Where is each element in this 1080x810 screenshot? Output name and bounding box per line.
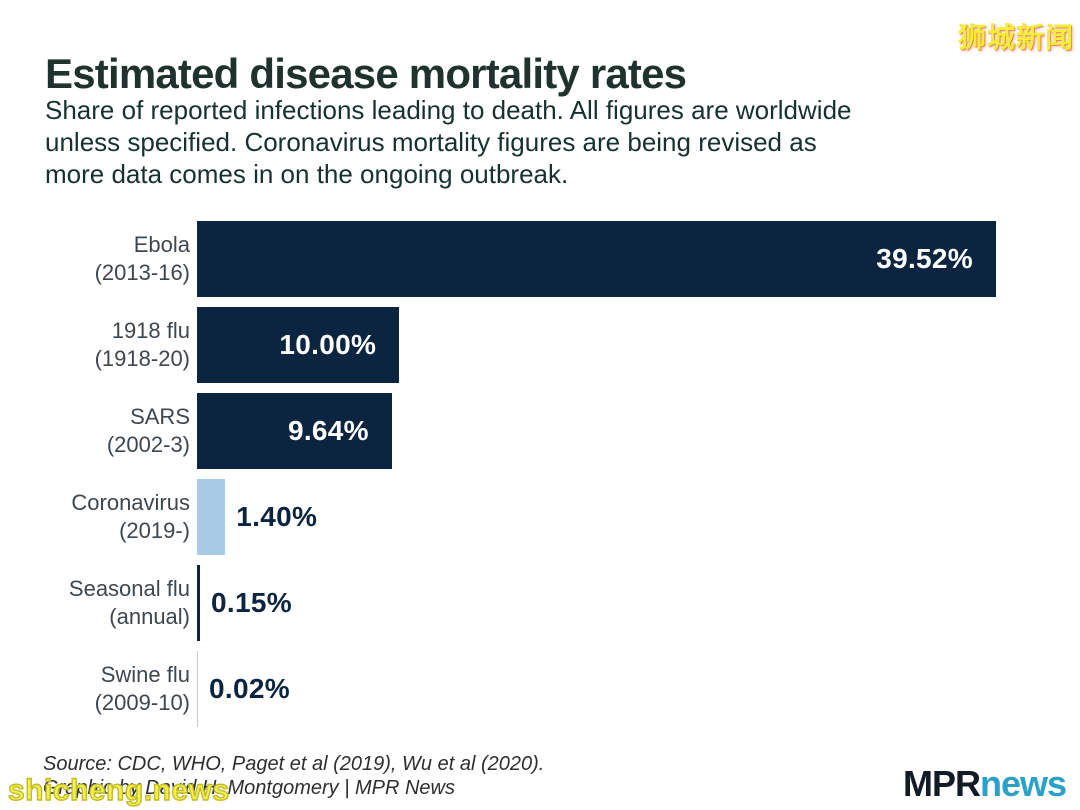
category-label: 1918 flu (1918-20) xyxy=(0,317,190,373)
bar: 9.64% xyxy=(197,393,392,469)
source-note: Source: CDC, WHO, Paget et al (2019), Wu… xyxy=(43,752,544,800)
category-period: (annual) xyxy=(109,604,190,629)
category-name: Coronavirus xyxy=(71,490,190,515)
bar-area: 0.02% xyxy=(197,651,996,727)
category-period: (2019-) xyxy=(119,518,190,543)
bar-chart: Ebola (2013-16) 39.52% 1918 flu (1918-20… xyxy=(0,221,996,737)
bar-value-inside: 39.52% xyxy=(876,243,973,274)
logo-news-text: news xyxy=(979,763,1067,804)
category-label: Swine flu (2009-10) xyxy=(0,661,190,717)
bar-row: Seasonal flu (annual) 0.15% xyxy=(0,565,996,641)
bar-row: Swine flu (2009-10) 0.02% xyxy=(0,651,996,727)
category-name: Seasonal flu xyxy=(68,576,190,601)
category-period: (2013-16) xyxy=(94,260,190,285)
bar-area: 10.00% xyxy=(197,307,996,383)
category-label: Coronavirus (2019-) xyxy=(0,489,190,545)
category-label: SARS (2002-3) xyxy=(0,403,190,459)
bar-row: Coronavirus (2019-) 1.40% xyxy=(0,479,996,555)
bar xyxy=(197,479,226,555)
category-name: SARS xyxy=(130,404,190,429)
category-period: (2002-3) xyxy=(106,432,190,457)
credit-line: Graphic by David H. Montgomery | MPR New… xyxy=(43,777,455,799)
category-label: Seasonal flu (annual) xyxy=(0,575,190,631)
subtitle-line: unless specified. Coronavirus mortality … xyxy=(45,127,817,157)
bar-area: 0.15% xyxy=(197,565,996,641)
source-line: Source: CDC, WHO, Paget et al (2019), Wu… xyxy=(43,753,545,775)
bar-area: 1.40% xyxy=(197,479,996,555)
category-name: Ebola xyxy=(133,232,190,257)
subtitle-line: Share of reported infections leading to … xyxy=(45,95,852,125)
bar-value-inside: 9.64% xyxy=(287,415,369,446)
category-period: (2009-10) xyxy=(94,690,190,715)
logo-mpr-text: MPR xyxy=(902,763,981,804)
watermark-top-right: 狮城新闻 xyxy=(957,22,1074,53)
bar-value-outside: 1.40% xyxy=(236,501,318,532)
bar xyxy=(197,651,198,727)
bar: 39.52% xyxy=(197,221,996,297)
category-name: 1918 flu xyxy=(111,318,190,343)
bar-value-outside: 0.02% xyxy=(209,673,290,704)
bar xyxy=(197,565,201,641)
watermark-bottom-left: shicheng.news xyxy=(7,773,230,807)
bar-value-inside: 10.00% xyxy=(279,329,377,360)
bar-row: SARS (2002-3) 9.64% xyxy=(0,393,996,469)
bar-area: 39.52% xyxy=(197,221,996,297)
mpr-news-logo: MPRnews xyxy=(902,763,1067,805)
bar-row: Ebola (2013-16) 39.52% xyxy=(0,221,996,297)
category-period: (1918-20) xyxy=(94,346,190,371)
bar-row: 1918 flu (1918-20) 10.00% xyxy=(0,307,996,383)
subtitle-line: more data comes in on the ongoing outbre… xyxy=(45,159,569,189)
chart-title: Estimated disease mortality rates xyxy=(45,50,687,98)
category-name: Swine flu xyxy=(100,662,190,687)
bar-area: 9.64% xyxy=(197,393,996,469)
bar-value-outside: 0.15% xyxy=(211,587,292,618)
bar: 10.00% xyxy=(197,307,400,383)
chart-subtitle: Share of reported infections leading to … xyxy=(45,94,851,190)
category-label: Ebola (2013-16) xyxy=(0,231,190,287)
